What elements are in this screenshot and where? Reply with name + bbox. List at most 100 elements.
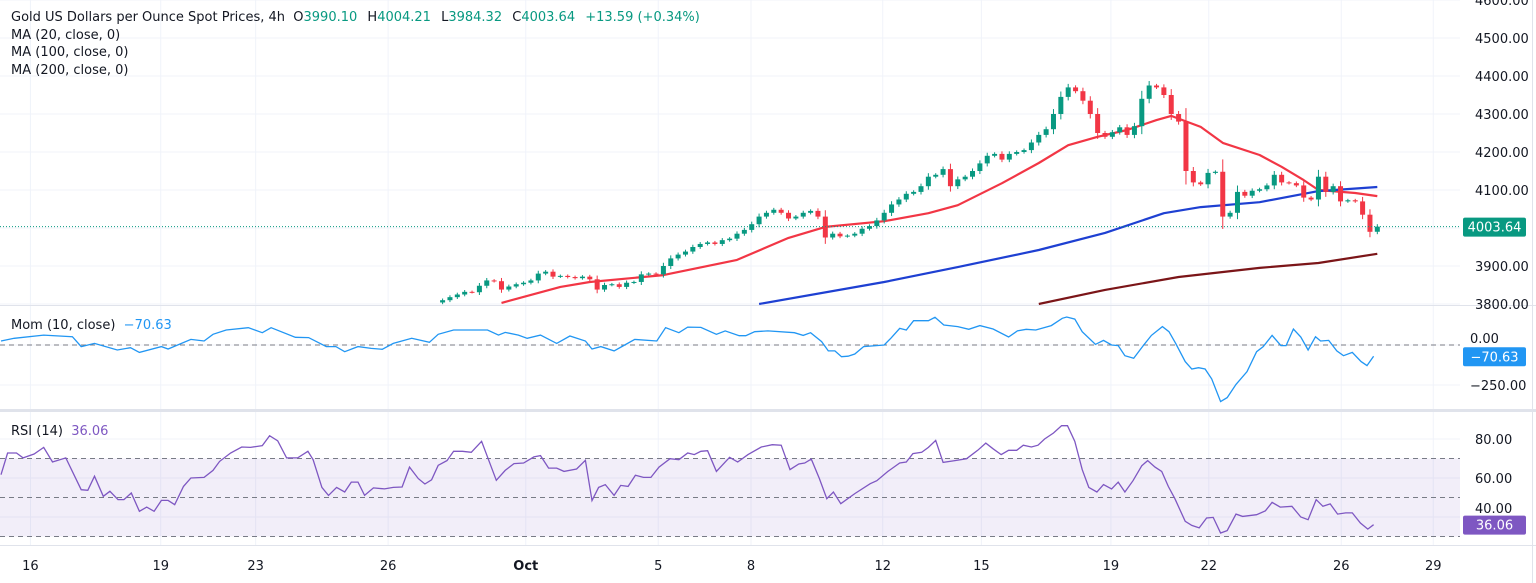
price-axis-label: 4200.00 — [1475, 146, 1529, 161]
candle-down — [616, 284, 622, 287]
time-axis-label: 5 — [654, 559, 662, 574]
rsi-legend[interactable]: RSI (14) 36.06 — [11, 423, 108, 440]
candle-up — [675, 254, 681, 259]
mom-value-tag: −70.63 — [1470, 350, 1518, 365]
candle-down — [1095, 114, 1101, 133]
price-axis-label: 4600.00 — [1475, 0, 1529, 9]
mom-legend[interactable]: Mom (10, close) −70.63 — [11, 317, 172, 334]
candle-up — [624, 282, 630, 287]
candle-down — [1367, 214, 1373, 232]
candle-up — [631, 281, 637, 283]
time-axis-label: 19 — [152, 559, 169, 574]
price-axis-label: 4100.00 — [1475, 184, 1529, 199]
candle-down — [1301, 185, 1307, 198]
candle-up — [528, 280, 534, 283]
candle-up — [557, 275, 563, 277]
rsi-path — [0, 425, 1374, 534]
candle-down — [1308, 197, 1314, 200]
last-price-tag-bg — [1463, 217, 1526, 237]
price-axis-label: 4500.00 — [1475, 32, 1529, 47]
candle-up — [1264, 185, 1270, 190]
candle-up — [1006, 153, 1012, 160]
rsi-axis-label: 80.00 — [1475, 433, 1512, 448]
candle-up — [793, 216, 799, 219]
candle-down — [1176, 114, 1182, 122]
mom-axis-label: −250.00 — [1470, 379, 1526, 394]
candle-up — [719, 240, 725, 244]
candle-up — [808, 210, 814, 213]
time-axis-label: 22 — [1201, 559, 1218, 574]
candle-up — [440, 300, 446, 303]
candle-down — [1073, 87, 1079, 92]
candle-down — [1190, 171, 1196, 183]
time-axis-label: 29 — [1425, 559, 1442, 574]
candle-up — [749, 224, 755, 230]
candle-up — [462, 291, 468, 295]
rsi-axis-label: 60.00 — [1475, 472, 1512, 487]
rsi-line — [0, 425, 1374, 534]
candle-down — [1338, 186, 1344, 202]
candle-up — [543, 271, 549, 274]
candle-up — [727, 238, 733, 241]
close-value: 4003.64 — [521, 10, 576, 25]
last-price-tag: 4003.64 — [1468, 221, 1522, 236]
candle-down — [1102, 133, 1108, 137]
ma200-legend[interactable]: MA (200, close, 0) — [11, 63, 129, 78]
candle-up — [1021, 150, 1027, 152]
pane-separator — [0, 409, 1536, 412]
time-axis-label: 15 — [973, 559, 990, 574]
candle-up — [609, 284, 615, 286]
candle-down — [594, 279, 600, 290]
candle-up — [859, 228, 865, 234]
price-axis-label: 4300.00 — [1475, 108, 1529, 123]
symbol-title[interactable]: Gold US Dollars per Ounce Spot Prices, 4… — [11, 10, 285, 25]
candle-up — [579, 276, 585, 279]
ma20-legend[interactable]: MA (20, close, 0) — [11, 28, 121, 43]
candle-up — [940, 169, 946, 175]
change-value: +13.59 (+0.34%) — [585, 10, 700, 25]
candle-up — [513, 284, 519, 287]
candle-up — [1271, 174, 1277, 186]
price-axis-label: 3900.00 — [1475, 260, 1529, 275]
mom-axis-label: 0.00 — [1470, 332, 1499, 347]
candle-up — [1058, 96, 1064, 114]
candle-up — [903, 193, 909, 200]
candle-down — [778, 209, 784, 213]
candle-up — [992, 153, 998, 156]
ma100-legend[interactable]: MA (100, close, 0) — [11, 45, 129, 60]
candle-up — [1050, 114, 1056, 130]
candle-down — [1080, 91, 1086, 101]
candle-up — [1139, 98, 1145, 127]
candle-down — [1087, 100, 1093, 114]
rsi-value: 36.06 — [71, 424, 109, 439]
time-axis-label: 26 — [1333, 559, 1350, 574]
candle-up — [984, 155, 990, 164]
candle-down — [469, 291, 475, 293]
candle-up — [866, 226, 872, 229]
candle-up — [1043, 129, 1049, 135]
candle-down — [999, 153, 1005, 160]
candle-up — [1036, 134, 1042, 143]
candle-down — [786, 212, 792, 219]
high-label: H — [367, 10, 378, 25]
close-label: C — [512, 10, 522, 25]
candle-up — [955, 179, 961, 187]
candle-up — [668, 258, 674, 266]
candle-up — [1131, 126, 1137, 135]
candle-down — [1360, 201, 1366, 215]
candle-down — [1154, 85, 1160, 88]
price-axis-label: 4400.00 — [1475, 70, 1529, 85]
candle-up — [977, 163, 983, 171]
candle-down — [498, 281, 504, 290]
candle-up — [705, 242, 711, 244]
candle-down — [550, 271, 556, 277]
candle-up — [741, 229, 747, 234]
candle-up — [660, 266, 666, 275]
candle-down — [712, 242, 718, 244]
candle-up — [1249, 190, 1255, 196]
candle-up — [476, 285, 482, 293]
candle-down — [572, 277, 578, 279]
candle-up — [602, 285, 608, 290]
